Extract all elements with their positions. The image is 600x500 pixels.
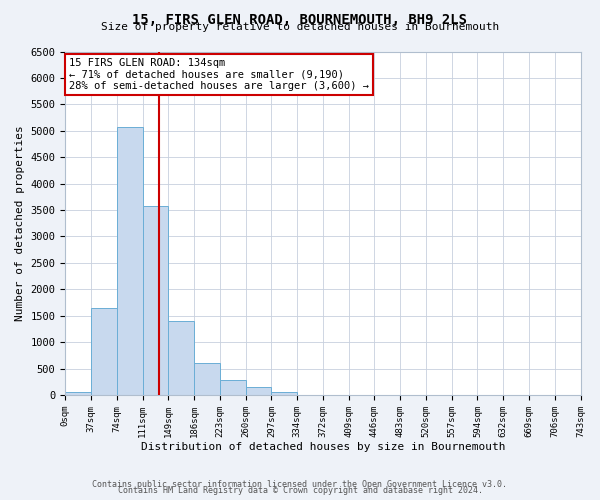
- Bar: [169, 321, 194, 395]
- Bar: [245, 387, 271, 395]
- Bar: [220, 380, 245, 395]
- Text: 15 FIRS GLEN ROAD: 134sqm
← 71% of detached houses are smaller (9,190)
28% of se: 15 FIRS GLEN ROAD: 134sqm ← 71% of detac…: [69, 58, 369, 91]
- Text: Contains HM Land Registry data © Crown copyright and database right 2024.: Contains HM Land Registry data © Crown c…: [118, 486, 482, 495]
- Bar: [117, 127, 143, 395]
- X-axis label: Distribution of detached houses by size in Bournemouth: Distribution of detached houses by size …: [140, 442, 505, 452]
- Text: Size of property relative to detached houses in Bournemouth: Size of property relative to detached ho…: [101, 22, 499, 32]
- Bar: [91, 308, 117, 395]
- Text: 15, FIRS GLEN ROAD, BOURNEMOUTH, BH9 2LS: 15, FIRS GLEN ROAD, BOURNEMOUTH, BH9 2LS: [133, 12, 467, 26]
- Bar: [65, 392, 91, 395]
- Bar: [194, 362, 220, 395]
- Text: Contains public sector information licensed under the Open Government Licence v3: Contains public sector information licen…: [92, 480, 508, 489]
- Bar: [143, 206, 169, 395]
- Y-axis label: Number of detached properties: Number of detached properties: [15, 126, 25, 321]
- Bar: [271, 392, 297, 395]
